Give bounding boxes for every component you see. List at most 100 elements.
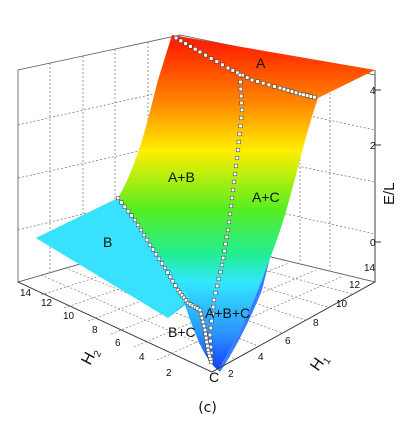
boundary-marker — [245, 75, 250, 80]
h2-tick-14: 14 — [20, 288, 32, 299]
boundary-marker — [197, 49, 203, 55]
z-axis: 4 2 0 E/L — [370, 70, 398, 282]
boundary-marker — [188, 44, 193, 49]
z-tick-2: 2 — [370, 141, 376, 152]
phase-boundaries — [115, 35, 317, 365]
boundary-marker — [308, 94, 313, 99]
boundary-marker — [239, 93, 244, 99]
h2-axis-subscript: 2 — [92, 349, 105, 359]
h1-tick-4: 4 — [258, 352, 264, 363]
boundary-marker — [225, 65, 231, 71]
boundary-marker — [207, 332, 213, 338]
figure-caption: (c) — [198, 400, 217, 416]
region-labels: A A+B A+C B A+B+C B+C C — [103, 55, 280, 385]
region-label-a-plus-b: A+B — [168, 169, 195, 185]
boundary-marker — [301, 92, 306, 97]
boundary-marker — [211, 297, 217, 303]
boundary-marker — [238, 123, 243, 129]
boundary-marker — [159, 261, 165, 266]
boundary-marker — [285, 88, 291, 93]
boundary-marker — [205, 343, 210, 349]
boundary-marker — [293, 90, 299, 95]
boundary-marker — [281, 87, 287, 92]
boundary-marker — [266, 82, 271, 87]
boundary-marker — [208, 338, 213, 344]
z-tick-0: 0 — [370, 238, 376, 249]
boundary-marker — [255, 79, 260, 84]
boundary-marker — [235, 147, 241, 153]
boundary-marker — [199, 315, 205, 321]
boundary-marker — [138, 227, 144, 233]
boundary-marker — [115, 195, 121, 201]
boundary-marker — [202, 327, 208, 333]
boundary-marker — [218, 269, 223, 275]
boundary-marker — [231, 179, 237, 185]
boundary-marker — [198, 311, 204, 317]
boundary-marker — [153, 252, 159, 257]
boundary-marker — [173, 283, 178, 288]
boundary-marker — [239, 115, 244, 121]
boundary-marker — [135, 222, 141, 228]
boundary-marker — [219, 262, 225, 268]
boundary-marker — [197, 307, 203, 313]
boundary-marker — [214, 59, 219, 64]
boundary-marker — [237, 72, 243, 78]
h2-axis: 14 12 10 8 6 4 2 H2 — [17, 281, 213, 379]
boundary-marker — [210, 311, 215, 317]
boundary-marker — [277, 85, 283, 91]
boundary-marker — [203, 53, 208, 58]
boundary-marker — [235, 70, 240, 75]
boundary-marker — [220, 62, 225, 67]
boundary-marker — [215, 283, 220, 289]
boundary-marker — [233, 163, 239, 169]
z-axis-label: E/L — [381, 182, 398, 205]
boundary-marker — [216, 276, 221, 282]
boundary-marker — [226, 219, 232, 225]
h2-tick-6: 6 — [115, 338, 121, 349]
h1-tick-8: 8 — [313, 318, 319, 329]
boundary-marker — [237, 131, 242, 137]
region-label-b: B — [103, 234, 112, 250]
z-tick-4: 4 — [370, 86, 376, 97]
boundary-marker — [156, 256, 162, 261]
region-label-a-plus-b-plus-c: A+B+C — [205, 305, 250, 321]
boundary-marker — [204, 339, 209, 345]
energy-surface — [36, 35, 375, 372]
boundary-marker — [223, 241, 228, 247]
h1-tick-2: 2 — [228, 369, 234, 380]
boundary-marker — [170, 279, 175, 284]
boundary-marker — [144, 237, 150, 243]
boundary-marker — [305, 93, 310, 98]
boundary-marker — [238, 86, 243, 92]
boundary-marker — [165, 270, 170, 275]
boundary-marker — [239, 107, 245, 113]
boundary-marker — [209, 359, 214, 365]
boundary-marker — [221, 255, 226, 261]
region-label-a-plus-c: A+C — [252, 189, 280, 205]
boundary-marker — [193, 47, 198, 52]
boundary-marker — [168, 274, 173, 279]
boundary-marker — [225, 227, 231, 233]
boundary-marker — [234, 155, 240, 161]
boundary-marker — [129, 213, 134, 218]
boundary-marker — [119, 200, 124, 205]
region-label-a: A — [256, 55, 266, 71]
boundary-marker — [230, 187, 236, 193]
boundary-marker — [150, 247, 156, 252]
boundary-marker — [289, 89, 295, 94]
h1-tick-14: 14 — [364, 263, 376, 274]
boundary-marker — [232, 171, 238, 177]
boundary-marker — [209, 318, 214, 324]
region-label-c: C — [209, 369, 219, 385]
boundary-marker — [178, 38, 183, 43]
boundary-marker — [238, 79, 243, 85]
boundary-marker — [213, 290, 218, 296]
surface-left-flat — [36, 198, 190, 318]
boundary-marker — [132, 217, 138, 223]
boundary-marker — [162, 265, 168, 271]
boundary-marker — [239, 100, 244, 106]
boundary-marker — [183, 41, 188, 46]
boundary-marker — [201, 323, 207, 329]
h2-axis-label: H2 — [79, 344, 105, 369]
